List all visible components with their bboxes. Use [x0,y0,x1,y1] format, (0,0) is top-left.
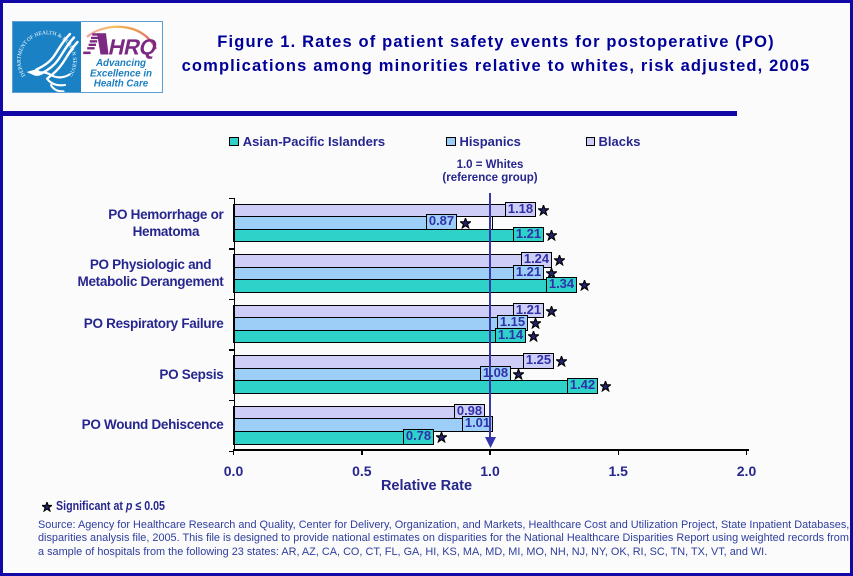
svg-text:HRQ: HRQ [106,35,159,60]
svg-text:Excellence in: Excellence in [90,69,152,80]
svg-text:Advancing: Advancing [95,58,146,69]
svg-text:Health Care: Health Care [94,79,149,90]
